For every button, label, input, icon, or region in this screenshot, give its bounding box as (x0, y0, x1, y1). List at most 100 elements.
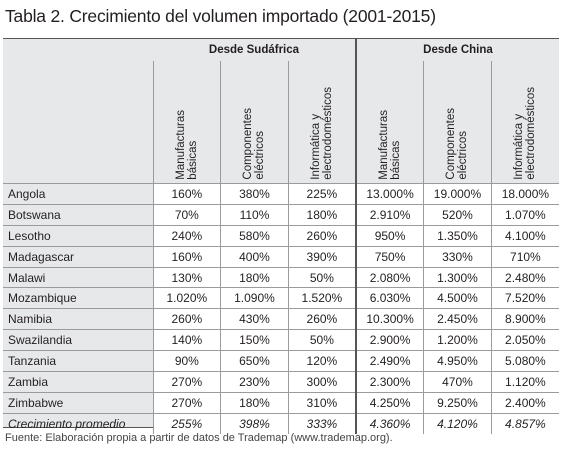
value-cell: 1.520% (287, 287, 356, 309)
value-cell: 380% (220, 183, 289, 205)
table-row: Namibia 260% 430% 260% 10.300% 2.450% 8.900% (3, 308, 559, 330)
value-cell: 1.090% (220, 287, 289, 309)
value-cell: 50% (287, 266, 356, 288)
value-cell: 140% (152, 329, 221, 351)
value-cell: 180% (287, 203, 356, 226)
value-cell: 710% (490, 245, 559, 268)
value-cell: 18.000% (490, 183, 559, 205)
table-row: Mozambique 1.020% 1.090% 1.520% 6.030% 4.500%… (3, 287, 559, 309)
value-cell: 2.490% (354, 350, 424, 372)
value-cell: 4.500% (423, 287, 492, 309)
value-cell: 180% (220, 266, 289, 288)
value-cell: 4.250% (354, 391, 424, 414)
table-row: Swazilandia 140% 150% 50% 2.900% 1.200% 2.050% (3, 329, 559, 351)
value-cell: 2.900% (354, 329, 424, 351)
value-cell: 230% (220, 371, 289, 393)
table-body: Angola 160% 380% 225% 13.000% 19.000% 18.000% B… (3, 183, 559, 434)
average-row: Crecimiento promedio 255% 398% 333% 4.360% 4.… (3, 412, 559, 434)
value-cell: 1.300% (423, 266, 492, 288)
source-note: Fuente: Elaboración propia a partir de d… (5, 432, 393, 444)
value-cell: 430% (220, 308, 289, 330)
value-cell: 2.300% (354, 371, 424, 393)
table-row: Botswana 70% 110% 180% 2.910% 520% 1.070% (3, 203, 559, 226)
value-cell: 398% (220, 412, 289, 434)
table-row: Tanzania 90% 650% 120% 2.490% 4.950% 5.080% (3, 350, 559, 372)
value-cell: 260% (152, 308, 221, 330)
value-cell: 160% (152, 245, 221, 268)
value-cell: 2.050% (490, 329, 559, 351)
column-header: Manufacturas básicas (354, 61, 424, 184)
value-cell: 950% (354, 224, 424, 247)
value-cell: 750% (354, 245, 424, 268)
value-cell: 310% (287, 391, 356, 414)
corner-blank (3, 39, 153, 61)
group-header-china: Desde China (354, 39, 559, 61)
value-cell: 7.520% (490, 287, 559, 309)
column-header-label: Componentes eléctricos (242, 108, 267, 180)
value-cell: 4.360% (354, 412, 424, 434)
column-header-label: Manufacturas básicas (174, 110, 199, 180)
table-row: Malawi 130% 180% 50% 2.080% 1.300% 2.480% (3, 266, 559, 288)
value-cell: 4.120% (423, 412, 492, 434)
value-cell: 2.480% (490, 266, 559, 288)
value-cell: 270% (152, 371, 221, 393)
value-cell: 400% (220, 245, 289, 268)
value-cell: 2.910% (354, 203, 424, 226)
value-cell: 650% (220, 350, 289, 372)
column-header: Informática y electrodomésticos (287, 61, 356, 184)
country-cell: Malawi (3, 266, 153, 288)
value-cell: 255% (152, 412, 221, 434)
value-cell: 4.100% (490, 224, 559, 247)
table-row: Zambia 270% 230% 300% 2.300% 470% 1.120% (3, 371, 559, 393)
value-cell: 160% (152, 183, 221, 205)
table-title: Tabla 2. Crecimiento del volumen importa… (5, 6, 436, 26)
value-cell: 5.080% (490, 350, 559, 372)
value-cell: 390% (287, 245, 356, 268)
value-cell: 19.000% (423, 183, 492, 205)
column-header: Manufacturas básicas (152, 61, 221, 184)
row-header-blank (3, 61, 153, 184)
country-cell: Namibia (3, 308, 153, 330)
value-cell: 120% (287, 350, 356, 372)
average-label: Crecimiento promedio (3, 412, 153, 434)
value-cell: 333% (287, 412, 356, 434)
table-row: Angola 160% 380% 225% 13.000% 19.000% 18.000% (3, 183, 559, 205)
country-cell: Botswana (3, 203, 153, 226)
value-cell: 2.080% (354, 266, 424, 288)
column-header-label: Manufacturas básicas (378, 110, 403, 180)
value-cell: 240% (152, 224, 221, 247)
group-header-sudafrica: Desde Sudáfrica (208, 44, 300, 56)
value-cell: 180% (220, 391, 289, 414)
import-growth-table: Desde Sudáfrica Desde China Manufacturas… (3, 39, 559, 434)
value-cell: 1.120% (490, 371, 559, 393)
value-cell: 130% (152, 266, 221, 288)
value-cell: 1.200% (423, 329, 492, 351)
column-header: Componentes eléctricos (423, 61, 492, 184)
column-header-label: Informática y electrodomésticos (513, 87, 538, 180)
value-cell: 13.000% (354, 183, 424, 205)
value-cell: 9.250% (423, 391, 492, 414)
value-cell: 90% (152, 350, 221, 372)
value-cell: 4.950% (423, 350, 492, 372)
value-cell: 300% (287, 371, 356, 393)
value-cell: 330% (423, 245, 492, 268)
table-row: Lesotho 240% 580% 260% 950% 1.350% 4.100% (3, 224, 559, 247)
value-cell: 260% (287, 224, 356, 247)
column-header-label: Componentes eléctricos (445, 108, 470, 180)
value-cell: 4.857% (490, 412, 559, 434)
value-cell: 1.070% (490, 203, 559, 226)
country-cell: Zimbabwe (3, 391, 153, 414)
country-cell: Zambia (3, 371, 153, 393)
value-cell: 520% (423, 203, 492, 226)
column-header: Componentes eléctricos (220, 61, 289, 184)
value-cell: 1.020% (152, 287, 221, 309)
table-row: Zimbabwe 270% 180% 310% 4.250% 9.250% 2.400% (3, 391, 559, 414)
value-cell: 1.350% (423, 224, 492, 247)
value-cell: 580% (220, 224, 289, 247)
country-cell: Tanzania (3, 350, 153, 372)
country-cell: Mozambique (3, 287, 153, 309)
value-cell: 70% (152, 203, 221, 226)
value-cell: 10.300% (354, 308, 424, 330)
value-cell: 270% (152, 391, 221, 414)
country-cell: Swazilandia (3, 329, 153, 351)
